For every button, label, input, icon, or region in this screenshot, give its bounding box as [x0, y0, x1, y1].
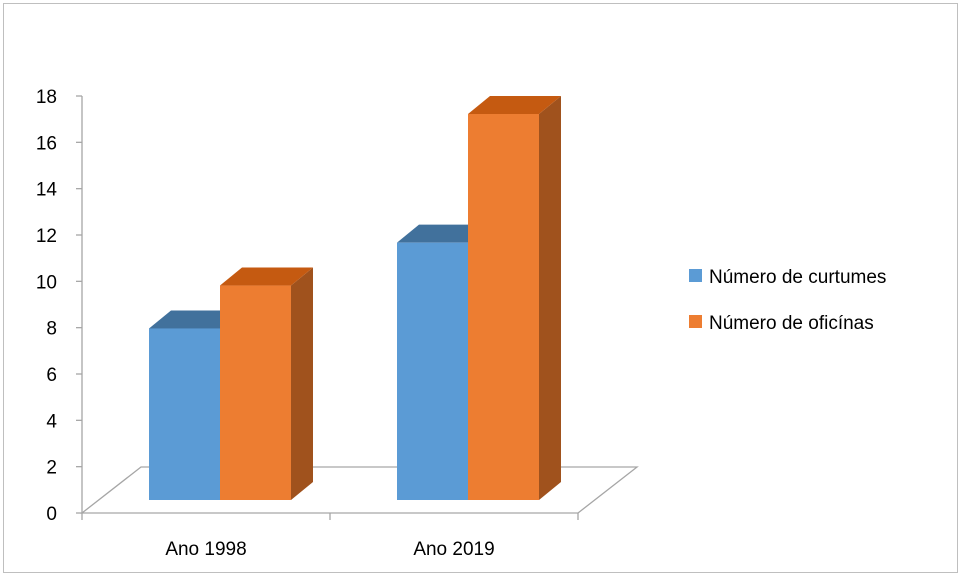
- y-tick-label: 16: [36, 133, 57, 154]
- bar-numero-de-oficinas-ano-1998-side: [291, 267, 313, 500]
- bar-numero-de-curtumes-ano-2019: [397, 242, 468, 500]
- y-tick-label: 0: [46, 504, 57, 525]
- x-tick-label: Ano 1998: [165, 539, 246, 560]
- y-tick-label: 4: [46, 411, 57, 432]
- legend-swatch-numero-de-oficinas: [689, 315, 702, 328]
- y-tick-label: 10: [36, 272, 57, 293]
- bar-numero-de-oficinas-ano-1998: [220, 285, 291, 500]
- bar-numero-de-curtumes-ano-2019-top: [397, 224, 490, 243]
- chart-floor: [80, 466, 639, 514]
- legend-label-numero-de-oficinas: Número de oficínas: [709, 313, 874, 334]
- bar-numero-de-oficinas-ano-2019-top: [468, 96, 561, 114]
- legend-label-numero-de-curtumes: Número de curtumes: [709, 267, 886, 288]
- y-tick-label: 14: [36, 180, 58, 201]
- bar-numero-de-oficinas-ano-2019: [468, 114, 539, 500]
- bar-numero-de-oficinas-ano-1998-top: [220, 267, 313, 286]
- y-tick-label: 6: [46, 365, 57, 386]
- y-tick-label: 18: [36, 87, 57, 108]
- y-tick-label: 2: [46, 458, 57, 479]
- x-tick-label: Ano 2019: [413, 539, 494, 560]
- legend-swatch-numero-de-curtumes: [689, 269, 702, 282]
- bar-numero-de-curtumes-ano-1998-top: [149, 310, 242, 329]
- y-tick-label: 8: [46, 319, 57, 340]
- y-tick-label: 12: [36, 226, 57, 247]
- bar-numero-de-oficinas-ano-2019-side: [539, 96, 561, 500]
- bar-numero-de-curtumes-ano-1998: [149, 328, 220, 500]
